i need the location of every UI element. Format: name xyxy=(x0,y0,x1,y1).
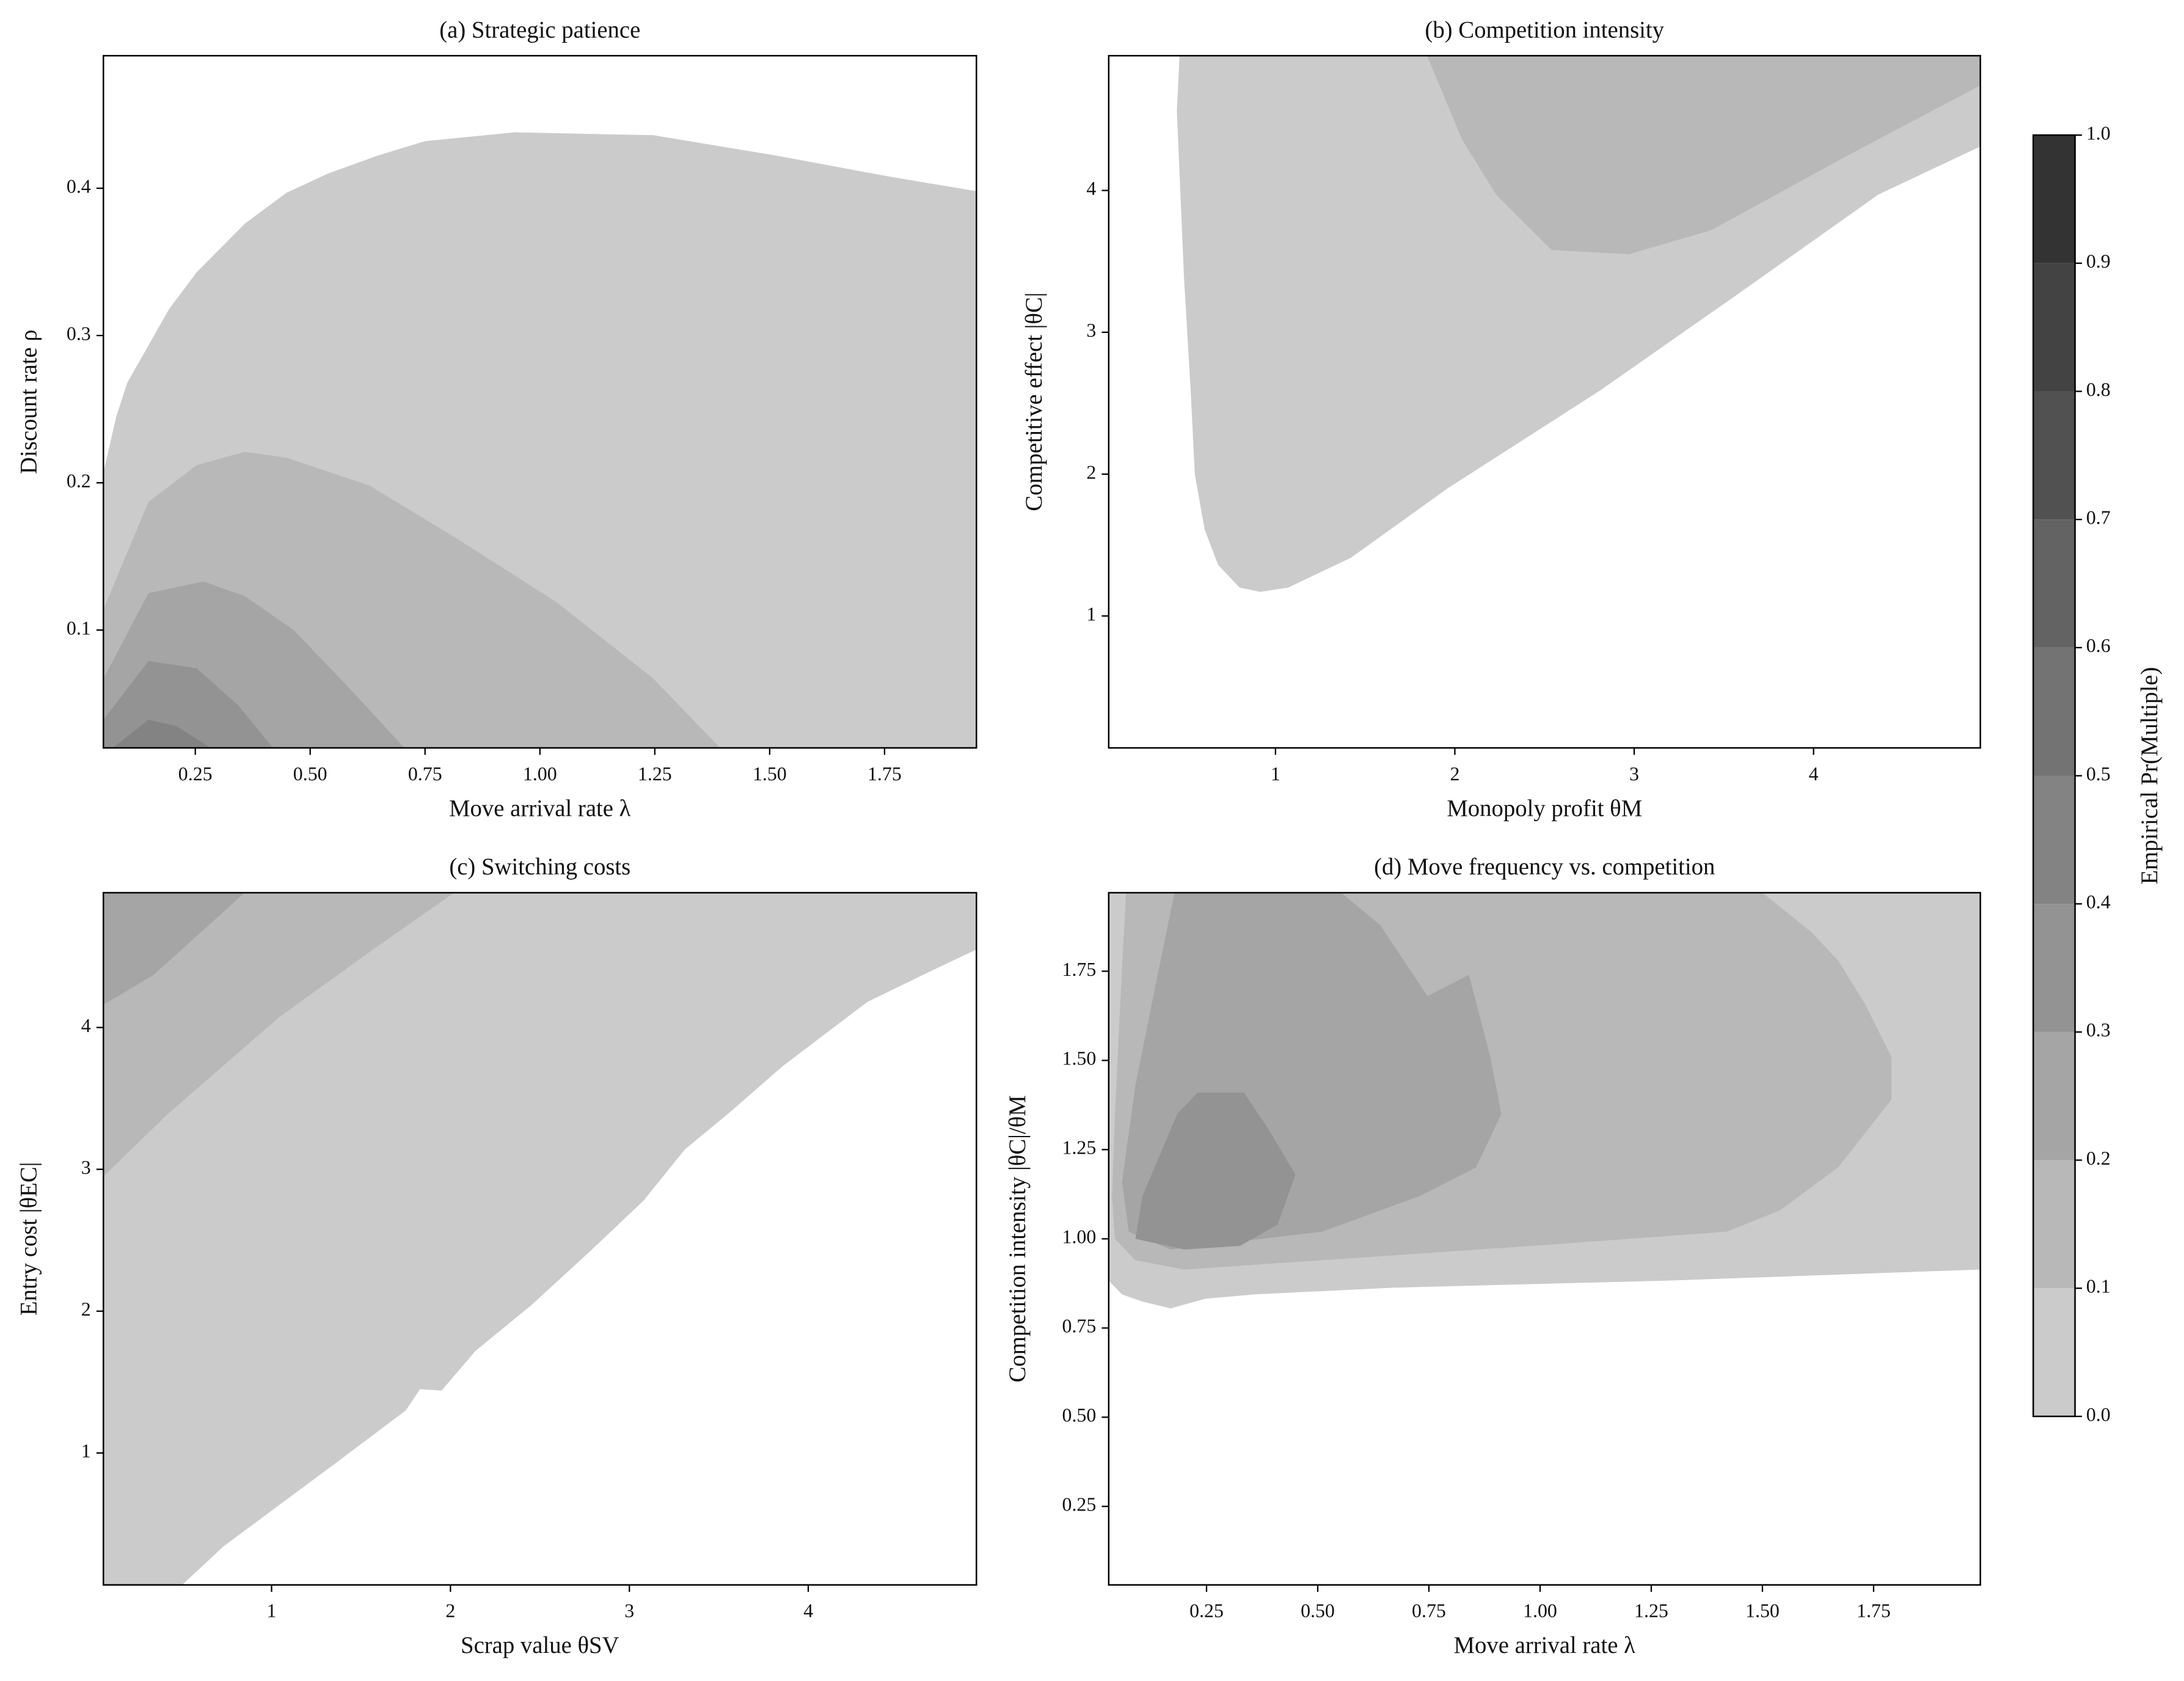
x-axis-label: Scrap value θSV xyxy=(461,1632,619,1658)
x-tick-label: 1 xyxy=(1271,763,1280,785)
x-tick-label: 1.25 xyxy=(638,763,672,785)
x-tick-label: 1.00 xyxy=(1523,1600,1557,1622)
y-tick-label: 1 xyxy=(81,1440,91,1462)
colorbar-label: Empirical Pr(Multiple) xyxy=(2136,667,2163,884)
x-tick-label: 1.00 xyxy=(523,763,557,785)
colorbar-tick-label: 0.0 xyxy=(2086,1404,2111,1425)
colorbar-tick-label: 1.0 xyxy=(2086,122,2111,144)
x-axis-label: Move arrival rate λ xyxy=(449,795,631,821)
y-axis-label: Entry cost |θEC| xyxy=(16,1162,42,1316)
colorbar-tick-label: 0.5 xyxy=(2086,763,2111,785)
colorbar-band xyxy=(2033,391,2075,520)
y-tick-label: 0.3 xyxy=(67,323,91,344)
x-tick-label: 1 xyxy=(267,1600,277,1622)
x-tick-label: 3 xyxy=(1629,763,1639,785)
x-tick-label: 1.75 xyxy=(1857,1600,1891,1622)
y-tick-label: 0.75 xyxy=(1062,1316,1097,1337)
colorbar-tick-label: 0.2 xyxy=(2086,1148,2111,1169)
x-tick-label: 0.75 xyxy=(1412,1600,1446,1622)
plot-frame xyxy=(103,892,977,1586)
contour-region xyxy=(112,720,211,748)
x-axis-label: Monopoly profit θM xyxy=(1447,795,1642,821)
y-tick-label: 0.1 xyxy=(67,617,91,639)
y-tick-label: 1.50 xyxy=(1062,1048,1097,1069)
chart-title: (a) Strategic patience xyxy=(439,16,640,43)
colorbar-band xyxy=(2033,1160,2075,1289)
colorbar-tick-label: 0.9 xyxy=(2086,251,2111,272)
chart-title: (d) Move frequency vs. competition xyxy=(1374,854,1715,880)
plot-frame xyxy=(1108,54,1981,749)
x-tick-label: 0.25 xyxy=(178,763,213,785)
colorbar-band xyxy=(2033,1031,2075,1160)
y-tick-label: 0.4 xyxy=(67,175,91,197)
y-axis-label: Competition intensity |θC|/θM xyxy=(1004,1095,1031,1382)
x-axis-label: Move arrival rate λ xyxy=(1454,1632,1636,1658)
contour-region xyxy=(103,892,977,1585)
y-tick-label: 1 xyxy=(1086,603,1096,624)
colorbar-band xyxy=(2033,647,2075,776)
y-tick-label: 1.75 xyxy=(1062,959,1097,980)
y-tick-label: 4 xyxy=(1086,178,1096,199)
colorbar-band xyxy=(2033,904,2075,1032)
colorbar-tick-label: 0.1 xyxy=(2086,1276,2111,1297)
contour-region xyxy=(1135,1092,1296,1250)
colorbar-band xyxy=(2033,775,2075,904)
y-tick-label: 3 xyxy=(1086,320,1096,341)
colorbar-tick-label: 0.7 xyxy=(2086,507,2111,528)
contour-region xyxy=(1426,56,1981,255)
x-tick-label: 0.50 xyxy=(1301,1600,1335,1622)
y-tick-label: 2 xyxy=(1086,461,1096,483)
y-tick-label: 0.25 xyxy=(1062,1494,1097,1515)
y-tick-label: 4 xyxy=(81,1015,91,1036)
colorbar-tick-label: 0.4 xyxy=(2086,892,2111,913)
y-axis-label: Competitive effect |θC| xyxy=(1021,292,1047,511)
x-tick-label: 3 xyxy=(624,1600,634,1622)
x-tick-label: 4 xyxy=(1809,763,1819,785)
contour-region xyxy=(103,892,455,1177)
x-tick-label: 1.25 xyxy=(1634,1600,1668,1622)
y-tick-label: 3 xyxy=(81,1157,91,1178)
x-tick-label: 0.25 xyxy=(1189,1600,1224,1622)
y-tick-label: 1.25 xyxy=(1062,1137,1097,1159)
colorbar-band xyxy=(2033,135,2075,263)
y-axis-label: Discount rate ρ xyxy=(16,329,42,474)
y-tick-label: 0.50 xyxy=(1062,1405,1097,1426)
x-tick-label: 0.50 xyxy=(293,763,327,785)
colorbar-tick-label: 0.8 xyxy=(2086,379,2111,400)
colorbar-tick-label: 0.6 xyxy=(2086,635,2111,656)
chart-title: (b) Competition intensity xyxy=(1425,16,1664,43)
contour-region xyxy=(103,892,245,1005)
colorbar-band xyxy=(2033,263,2075,392)
x-tick-label: 4 xyxy=(803,1600,813,1622)
x-tick-label: 1.50 xyxy=(753,763,787,785)
colorbar-band xyxy=(2033,1288,2075,1416)
colorbar-tick-label: 0.3 xyxy=(2086,1019,2111,1041)
y-tick-label: 1.00 xyxy=(1062,1226,1097,1248)
x-tick-label: 1.50 xyxy=(1745,1600,1780,1622)
x-tick-label: 2 xyxy=(445,1600,455,1622)
colorbar-band xyxy=(2033,519,2075,648)
x-tick-label: 2 xyxy=(1450,763,1459,785)
y-tick-label: 0.2 xyxy=(67,470,91,491)
x-tick-label: 0.75 xyxy=(408,763,442,785)
y-tick-label: 2 xyxy=(81,1298,91,1320)
x-tick-label: 1.75 xyxy=(867,763,902,785)
chart-title: (c) Switching costs xyxy=(449,854,630,880)
